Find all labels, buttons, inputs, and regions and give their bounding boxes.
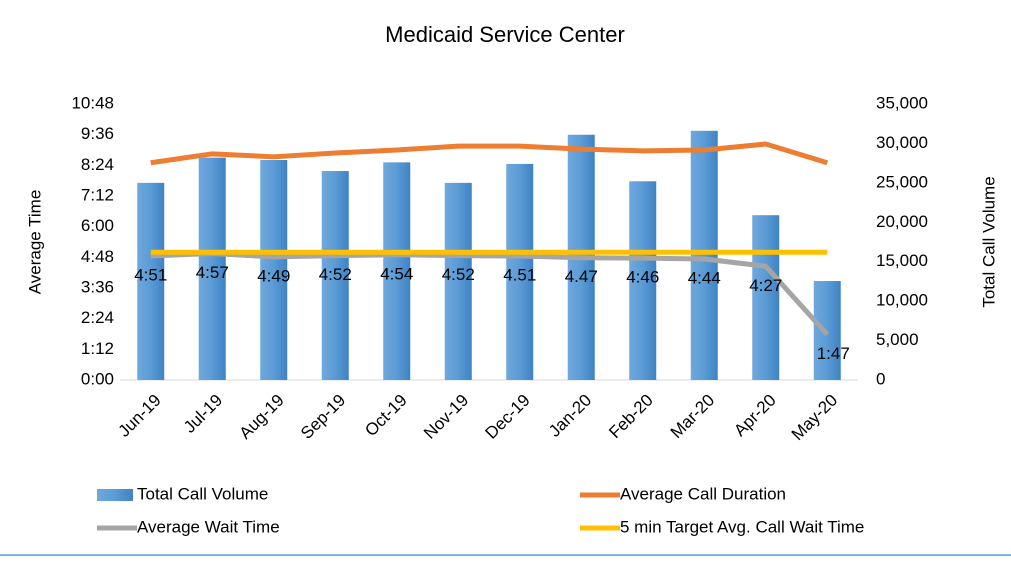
data-label: 4:46 <box>626 268 659 287</box>
bar <box>629 181 657 380</box>
bar <box>383 162 411 380</box>
y-tick-label: 9:36 <box>81 124 114 143</box>
x-tick-label: Feb-20 <box>605 391 657 443</box>
data-label: 4:27 <box>749 276 782 295</box>
bar <box>444 182 472 380</box>
data-label: 4.51 <box>503 266 536 285</box>
x-tick-label: Mar-20 <box>667 391 719 443</box>
x-tick-label: Apr-20 <box>730 391 780 441</box>
x-tick-label: Aug-19 <box>236 391 288 443</box>
x-tick-label: Sep-19 <box>297 391 349 443</box>
bar <box>137 182 165 380</box>
data-label: 4:52 <box>442 265 475 284</box>
x-tick-label: Oct-19 <box>361 391 411 441</box>
legend-swatch <box>97 489 133 501</box>
y2-tick-label: 35,000 <box>876 93 928 112</box>
bar <box>198 157 226 380</box>
data-label: 1:47 <box>817 344 850 363</box>
x-tick-label: Jan-20 <box>545 391 595 441</box>
y2-tick-label: 25,000 <box>876 172 928 191</box>
legend-label: Average Call Duration <box>620 484 786 503</box>
y2-tick-label: 5,000 <box>876 330 919 349</box>
y2-axis-label: Total Call Volume <box>979 176 998 307</box>
y2-tick-label: 10,000 <box>876 291 928 310</box>
y-tick-label: 3:36 <box>81 277 114 296</box>
x-tick-label: Jul-19 <box>180 391 226 437</box>
data-label: 4:49 <box>257 266 290 285</box>
data-label: 4:51 <box>134 266 167 285</box>
bar <box>690 130 718 380</box>
data-label: 4:44 <box>688 269 721 288</box>
bar <box>752 215 780 380</box>
y-tick-label: 0:00 <box>81 369 114 388</box>
y-tick-label: 10:48 <box>71 93 114 112</box>
data-label: 4:54 <box>380 264 413 283</box>
y-tick-label: 7:12 <box>81 185 114 204</box>
line <box>150 141 828 166</box>
y-tick-label: 2:24 <box>81 308 114 327</box>
y-tick-label: 1:12 <box>81 339 114 358</box>
x-tick-label: Jun-19 <box>115 391 165 441</box>
x-tick-label: Dec-19 <box>482 391 534 443</box>
y-axis-label: Average Time <box>25 190 44 295</box>
data-label: 4:52 <box>319 265 352 284</box>
bar <box>813 281 841 380</box>
x-tick-label: May-20 <box>788 391 842 445</box>
y-tick-label: 8:24 <box>81 155 114 174</box>
data-label: 4.47 <box>565 267 598 286</box>
y2-tick-label: 20,000 <box>876 212 928 231</box>
y2-tick-label: 15,000 <box>876 251 928 270</box>
y2-tick-label: 30,000 <box>876 133 928 152</box>
bar <box>321 171 349 380</box>
bar <box>260 159 288 380</box>
legend-label: Average Wait Time <box>137 517 280 536</box>
bar <box>506 163 534 380</box>
y-tick-label: 6:00 <box>81 216 114 235</box>
line <box>150 251 830 337</box>
legend-label: Total Call Volume <box>137 484 268 503</box>
data-label: 4:57 <box>196 263 229 282</box>
y-tick-label: 4:48 <box>81 247 114 266</box>
y2-tick-label: 0 <box>876 369 885 388</box>
x-tick-label: Nov-19 <box>420 391 472 443</box>
chart-title: Medicaid Service Center <box>385 22 625 47</box>
legend-label: 5 min Target Avg. Call Wait Time <box>620 517 864 536</box>
